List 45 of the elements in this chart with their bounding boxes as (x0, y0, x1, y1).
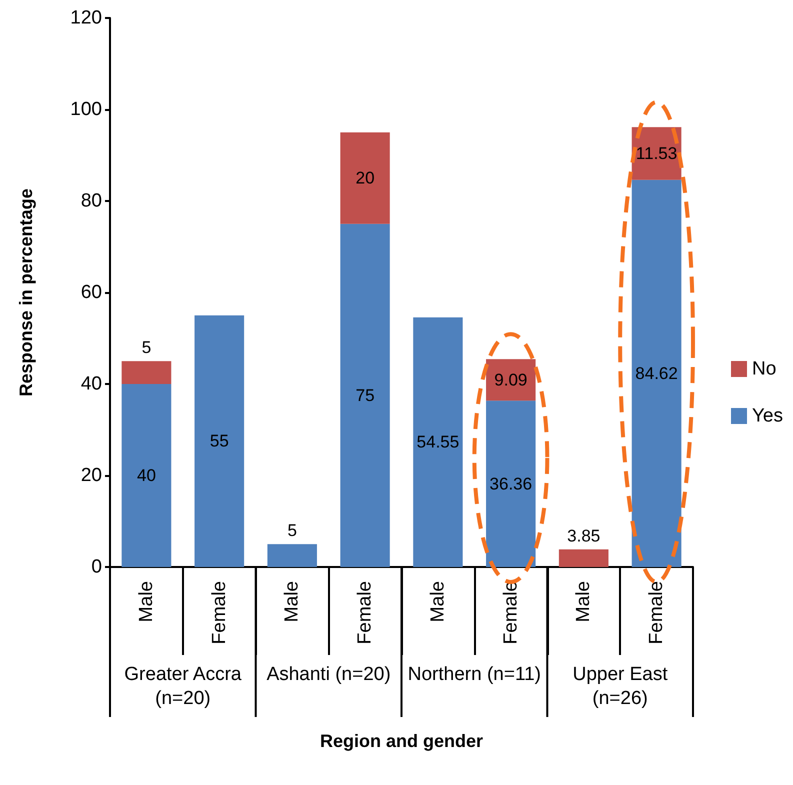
bar (558, 549, 608, 567)
legend-label: No (752, 358, 776, 380)
data-label: 75 (356, 386, 375, 405)
x-axis-title: Region and gender (320, 731, 484, 751)
bar (486, 400, 536, 567)
x-tick-label: Female (354, 581, 376, 644)
bar (413, 317, 463, 567)
data-label: 55 (210, 432, 229, 451)
bar (340, 132, 390, 224)
y-tick-label: 20 (80, 465, 102, 486)
data-label: 5 (287, 521, 297, 540)
legend-label: Yes (752, 406, 784, 426)
x-tick-label: Male (282, 581, 303, 622)
x-tick-label: Female (208, 581, 230, 644)
bar (194, 315, 244, 567)
bar (340, 224, 390, 567)
x-tick-label: Male (573, 581, 594, 622)
data-label: 5 (142, 338, 152, 358)
bar (267, 544, 317, 567)
data-label: 20 (356, 168, 375, 188)
text: Upper East (n=26) (572, 663, 669, 711)
text: Northern (n=11) (406, 663, 542, 687)
data-label: 3.85 (567, 526, 600, 546)
data-label: 11.53 (636, 144, 678, 163)
y-tick-label: 100 (70, 99, 102, 120)
x-tick-label: Female (500, 581, 522, 644)
bar (486, 359, 536, 401)
data-label: 9.09 (494, 370, 528, 390)
text: Ashanti (n=20) (266, 663, 392, 687)
data-label: 54.55 (416, 432, 460, 452)
data-label: 40 (136, 466, 156, 485)
bar (122, 361, 172, 384)
bar (122, 384, 172, 567)
x-tick-label: Female (646, 581, 668, 644)
y-tick-label: 40 (80, 374, 102, 394)
y-tick-label: 60 (80, 282, 102, 303)
x-tick-label: Male (136, 581, 157, 622)
text: Greater Accra (n=20) (123, 663, 242, 711)
y-tick-label: 80 (80, 190, 102, 212)
y-axis-title: Response in percentage (16, 188, 36, 397)
data-label: 36.36 (490, 474, 532, 494)
y-tick-label: 0 (91, 556, 102, 578)
x-tick-label: Male (427, 581, 448, 622)
data-label: 84.62 (635, 364, 678, 383)
y-tick-label: 120 (70, 8, 102, 28)
